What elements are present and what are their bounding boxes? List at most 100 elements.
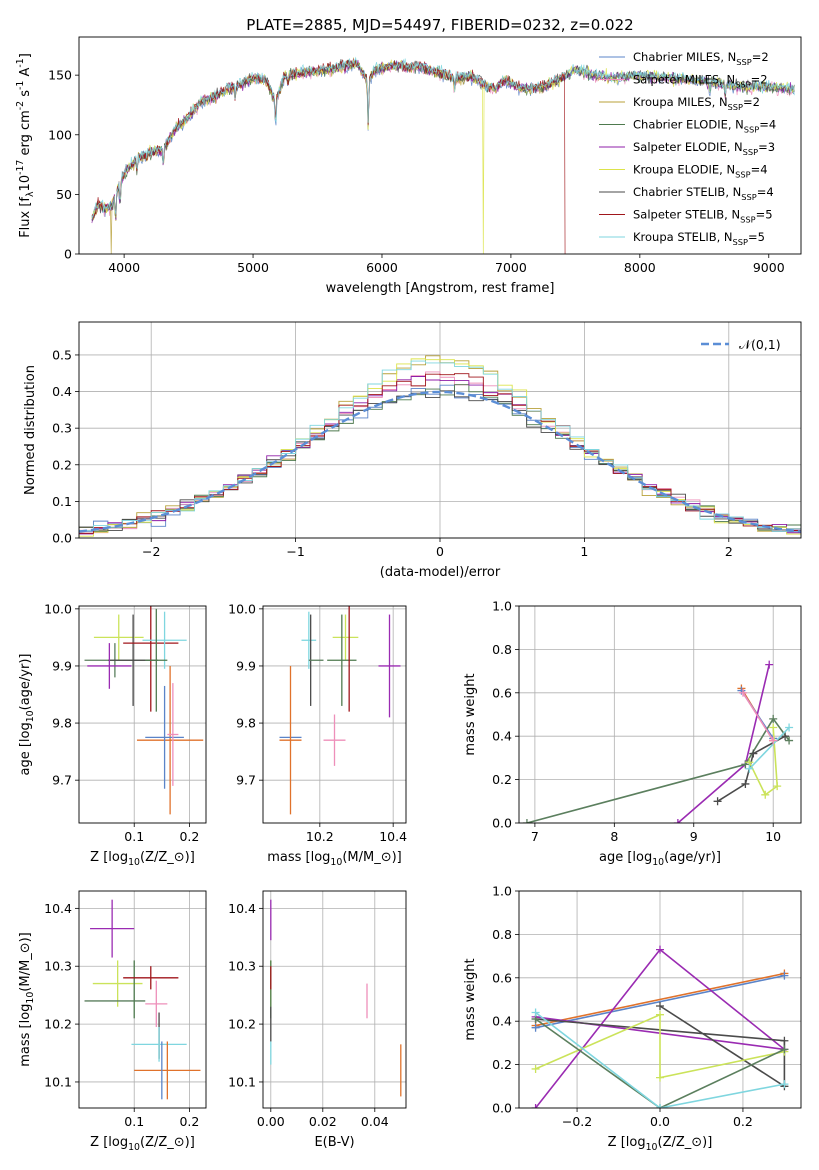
histogram-kroupa-stelib	[79, 360, 801, 538]
label-text: age [log	[18, 722, 33, 775]
weight-marker	[780, 1080, 789, 1089]
weight-marker	[713, 797, 722, 806]
label-text: )]	[392, 850, 402, 865]
x-tick-label: 10	[765, 829, 781, 844]
label-script: 10	[330, 857, 342, 868]
label-text: wavelength [Angstrom, rest frame]	[326, 281, 555, 296]
y-axis-label: mass weight	[463, 958, 478, 1040]
plot-area	[522, 660, 794, 823]
label-text: s	[18, 90, 33, 101]
spectrum-line-salpeter-stelib	[91, 59, 566, 254]
weight-line	[748, 726, 790, 770]
y-tick-label: 10.1	[44, 1074, 72, 1089]
label-script: λ	[25, 191, 36, 197]
x-tick-label: 8	[610, 829, 618, 844]
weight-marker	[656, 1104, 664, 1108]
x-tick-label: 0.0	[650, 1114, 670, 1129]
label-text: =2	[743, 95, 760, 109]
y-tick-label: 0.1	[52, 494, 72, 509]
y-tick-label: 0.6	[492, 685, 512, 700]
x-tick-label: 0.04	[361, 1114, 389, 1129]
label-text: =5	[756, 208, 773, 222]
label-text: =2	[752, 50, 769, 64]
label-text: 10	[18, 175, 33, 192]
label-text: M/M_⊙	[347, 850, 391, 865]
label-text: age/yr	[669, 850, 711, 865]
label-script: -1	[15, 81, 26, 90]
label-script: SSP	[733, 237, 748, 247]
axes-frame	[78, 321, 802, 539]
y-tick-label: 0.0	[492, 1101, 512, 1116]
label-text: A	[18, 68, 33, 81]
label-text: (	[18, 705, 33, 710]
label-text: )]	[711, 850, 721, 865]
weight-line	[535, 972, 785, 1027]
y-tick-label: 0.0	[492, 816, 512, 831]
label-script: 10	[128, 857, 140, 868]
legend-entry: Kroupa STELIB, NSSP​=5	[633, 230, 765, 247]
label-text: Chabrier MILES, N	[633, 50, 736, 64]
x-tick-label: 9000	[753, 260, 785, 275]
label-text: mass [log	[267, 850, 330, 865]
label-text: M/M_⊙	[18, 942, 33, 986]
y-axis-label: mass weight	[463, 673, 478, 755]
weight-marker	[531, 1008, 540, 1017]
x-tick-label: 4000	[108, 260, 140, 275]
y-tick-label: 0	[64, 247, 72, 262]
x-tick-label: 6000	[366, 260, 398, 275]
weight-marker	[656, 1002, 664, 1011]
y-tick-label: 9.8	[236, 716, 256, 731]
label-script: 10	[646, 1142, 658, 1153]
x-tick-label: 9	[690, 829, 698, 844]
label-text: mass weight	[463, 673, 478, 755]
x-tick-label: −0.2	[562, 1114, 592, 1129]
x-axis-label: E(B-V)	[314, 1135, 354, 1150]
label-script: SSP	[741, 192, 756, 202]
label-text: Z/Z_⊙	[663, 1135, 703, 1150]
x-axis-label: mass [log10​(M/M_⊙)]	[267, 850, 402, 868]
plot-area	[79, 355, 801, 538]
weight-marker	[773, 782, 782, 791]
label-text: =2	[751, 73, 768, 87]
x-tick-label: −2	[142, 544, 160, 559]
weight-line	[526, 717, 790, 823]
label-text: Chabrier ELODIE, N	[633, 118, 744, 132]
legend-entry: Kroupa ELODIE, NSSP​=4	[633, 163, 768, 180]
weight-line	[677, 664, 770, 823]
label-script: 10	[25, 992, 36, 1004]
y-tick-label: 10.4	[228, 901, 256, 916]
legend-entry: Salpeter MILES, NSSP​=2	[633, 73, 768, 90]
weight_vs_age-panel: 7 8 9 10 0.0 0.2 0.4 0.6 0.8 1.0 age [log10​(age/y…	[463, 599, 802, 868]
label-script: -2	[15, 101, 26, 110]
mass_vs_ebv-panel: 0.00 0.02 0.04 10.1 10.2 10.3 10.4 E(B-V)	[228, 890, 407, 1150]
label-text: E(B-V)	[314, 1135, 354, 1150]
x-tick-label: 10.2	[306, 829, 334, 844]
weight-marker	[531, 1064, 540, 1073]
grid	[519, 605, 801, 824]
x-axis-label: wavelength [Angstrom, rest frame]	[326, 281, 555, 296]
grid	[263, 891, 406, 1108]
x-tick-label: 0.1	[124, 829, 144, 844]
weight-marker	[673, 819, 682, 823]
y-tick-label: 10.4	[44, 901, 72, 916]
figure-title: PLATE=2885, MJD=54497, FIBERID=0232, z=0…	[246, 16, 633, 34]
label-text: Z [log	[90, 850, 128, 865]
weight-marker	[656, 1073, 664, 1082]
label-text: =5	[748, 230, 765, 244]
y-tick-label: 9.9	[52, 658, 72, 673]
axes-frame	[262, 605, 407, 824]
label-text: =4	[757, 185, 774, 199]
y-tick-label: 50	[56, 187, 72, 202]
y-axis-label: Normed distribution	[23, 365, 38, 495]
grid	[79, 606, 206, 823]
y-tick-label: 10.2	[44, 1017, 72, 1032]
weight-marker	[765, 660, 774, 669]
legend-entry: Chabrier STELIB, NSSP​=4	[633, 185, 774, 202]
label-text: age [log	[599, 850, 652, 865]
label-text: (	[342, 850, 347, 865]
x-tick-label: 1	[580, 544, 588, 559]
axes-frame	[78, 36, 802, 255]
label-text: mass [log	[18, 1004, 33, 1067]
label-script: SSP	[736, 57, 751, 67]
normal-curve	[79, 390, 801, 533]
